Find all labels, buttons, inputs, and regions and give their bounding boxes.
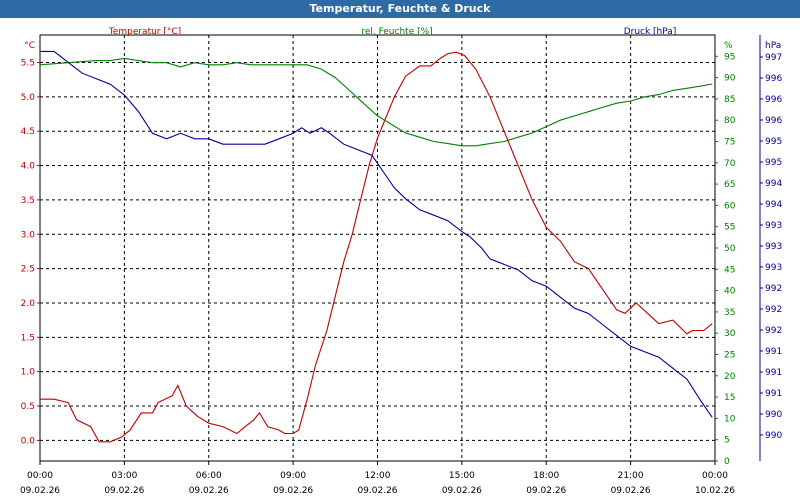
pressure-tick-label: 994: [765, 179, 782, 189]
temperature-tick-label: 1.5: [21, 333, 35, 343]
temperature-tick-label: 4.0: [21, 162, 36, 172]
x-tick-label-date: 10.02.26: [695, 486, 735, 496]
x-tick-label-time: 09:00: [280, 471, 306, 481]
x-tick-label-date: 09.02.26: [611, 486, 651, 496]
x-tick-label-time: 21:00: [618, 471, 644, 481]
humidity-tick-label: 65: [724, 180, 735, 190]
humidity-tick-label: 0: [724, 457, 730, 467]
pressure-unit-label: hPa: [765, 41, 781, 51]
temperature-tick-label: 1.0: [21, 368, 36, 378]
x-tick-label-time: 06:00: [196, 471, 222, 481]
x-tick-label-time: 18:00: [533, 471, 559, 481]
humidity-tick-label: 45: [724, 265, 735, 275]
x-tick-label-time: 00:00: [702, 471, 728, 481]
temperature-tick-label: 0.0: [21, 436, 36, 446]
x-tick-label-date: 09.02.26: [104, 486, 144, 496]
humidity-tick-label: 90: [724, 74, 736, 84]
chart-title: Temperatur, Feuchte & Druck: [0, 0, 800, 18]
temperature-tick-label: 5.0: [21, 93, 36, 103]
humidity-tick-label: 35: [724, 308, 735, 318]
pressure-tick-label: 991: [765, 368, 782, 378]
x-tick-label-time: 15:00: [449, 471, 475, 481]
temperature-tick-label: 2.0: [21, 299, 36, 309]
pressure-tick-label: 996: [765, 116, 782, 126]
x-tick-label-date: 09.02.26: [357, 486, 397, 496]
humidity-tick-label: 75: [724, 138, 735, 148]
pressure-tick-label: 990: [765, 431, 782, 441]
x-tick-label-date: 09.02.26: [442, 486, 482, 496]
humidity-tick-label: 95: [724, 52, 735, 62]
humidity-tick-label: 80: [724, 116, 736, 126]
humidity-tick-label: 25: [724, 351, 735, 361]
pressure-tick-label: 992: [765, 284, 782, 294]
humidity-tick-label: 30: [724, 329, 736, 339]
pressure-tick-label: 992: [765, 326, 782, 336]
pressure-tick-label: 994: [765, 200, 782, 210]
x-tick-label-time: 12:00: [365, 471, 391, 481]
pressure-tick-label: 992: [765, 305, 782, 315]
pressure-tick-label: 990: [765, 410, 782, 420]
temperature-tick-label: 0.5: [21, 402, 35, 412]
x-tick-label-date: 09.02.26: [526, 486, 566, 496]
pressure-tick-label: 996: [765, 95, 782, 105]
x-tick-label-time: 00:00: [27, 471, 53, 481]
pressure-tick-label: 997: [765, 53, 782, 63]
temperature-tick-label: 2.5: [21, 265, 35, 275]
temperature-series-line: [40, 51, 713, 443]
humidity-unit-label: %: [724, 41, 733, 51]
x-tick-label-time: 03:00: [111, 471, 137, 481]
pressure-tick-label: 995: [765, 137, 782, 147]
temperature-tick-label: 5.5: [21, 58, 35, 68]
humidity-series-line: [39, 57, 713, 147]
legend-humidity: rel. Feuchte [%]: [361, 27, 432, 37]
pressure-tick-label: 991: [765, 389, 782, 399]
pressure-tick-label: 991: [765, 347, 782, 357]
x-tick-label-date: 09.02.26: [189, 486, 229, 496]
temperature-tick-label: 3.0: [21, 230, 36, 240]
temperature-tick-label: 4.5: [21, 127, 35, 137]
humidity-tick-label: 55: [724, 223, 735, 233]
temperature-unit-label: °C: [24, 41, 35, 51]
humidity-tick-label: 85: [724, 95, 735, 105]
pressure-tick-label: 993: [765, 263, 782, 273]
humidity-tick-label: 50: [724, 244, 736, 254]
humidity-tick-label: 5: [724, 436, 730, 446]
legend-pressure: Druck [hPa]: [624, 27, 677, 37]
x-tick-label-date: 09.02.26: [273, 486, 313, 496]
pressure-tick-label: 996: [765, 74, 782, 84]
temperature-tick-label: 3.5: [21, 196, 35, 206]
humidity-tick-label: 70: [724, 159, 736, 169]
humidity-tick-label: 60: [724, 201, 736, 211]
humidity-tick-label: 15: [724, 393, 735, 403]
humidity-tick-label: 20: [724, 372, 736, 382]
legend-temperature: Temperatur [°C]: [108, 27, 181, 37]
pressure-tick-label: 995: [765, 158, 782, 168]
pressure-tick-label: 993: [765, 221, 782, 231]
pressure-tick-label: 993: [765, 242, 782, 252]
pressure-series-line: [40, 50, 713, 418]
humidity-tick-label: 10: [724, 414, 736, 424]
humidity-tick-label: 40: [724, 287, 736, 297]
x-tick-label-date: 09.02.26: [20, 486, 60, 496]
